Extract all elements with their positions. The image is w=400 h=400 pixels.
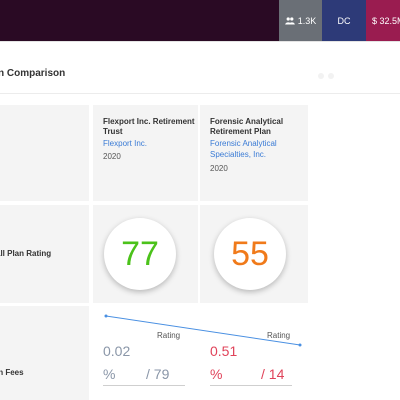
- top-divider: [0, 41, 400, 42]
- header-dot-icon: [328, 73, 334, 79]
- label-cell-rating: all Plan Rating: [0, 205, 89, 303]
- fee-cell-2: [200, 306, 308, 400]
- users-count: 1.3K: [297, 15, 317, 26]
- plan-name: Flexport Inc. Retirement Trust: [103, 117, 195, 136]
- assets-badge[interactable]: $ 32.5M: [366, 0, 400, 41]
- fee-rating-label: Rating: [267, 331, 291, 340]
- fee-value: 0.02: [103, 343, 131, 359]
- users-icon: [284, 16, 295, 24]
- fee-unit: %: [210, 366, 223, 382]
- state-label: DC: [337, 15, 351, 26]
- plan-year: 2020: [210, 164, 228, 173]
- label-cell-fees: in Fees: [0, 306, 89, 400]
- plan-score-badge: 55: [214, 218, 286, 290]
- plan-sponsor-link[interactable]: Forensic Analytical Specialties, Inc.: [210, 139, 277, 159]
- fee-rank: / 79: [146, 366, 170, 382]
- fee-underline: [210, 385, 292, 386]
- header-divider: [0, 93, 400, 94]
- state-badge[interactable]: DC: [322, 0, 366, 41]
- fee-rating-label: Rating: [157, 331, 181, 340]
- header-dot-icon: [318, 73, 324, 79]
- fee-value: 0.51: [210, 343, 238, 359]
- page-title: n Comparison: [0, 68, 66, 79]
- fee-underline: [103, 385, 185, 386]
- fees-label: in Fees: [0, 368, 24, 377]
- assets-label: $ 32.5M: [372, 15, 400, 26]
- plan-header-cell-2: Forensic Analytical Retirement Plan Fore…: [200, 105, 308, 201]
- label-cell-header: [0, 105, 89, 201]
- plan-name: Forensic Analytical Retirement Plan: [210, 117, 284, 136]
- plan-sponsor-link[interactable]: Flexport Inc.: [103, 139, 148, 148]
- fee-unit: %: [103, 366, 116, 382]
- fee-rank: / 14: [261, 366, 285, 382]
- overall-rating-label: all Plan Rating: [0, 249, 52, 258]
- plan-year: 2020: [103, 152, 121, 161]
- users-count-badge[interactable]: 1.3K: [279, 0, 322, 41]
- plan-score-badge: 77: [104, 218, 176, 290]
- plan-header-cell-1: Flexport Inc. Retirement Trust Flexport …: [93, 105, 198, 201]
